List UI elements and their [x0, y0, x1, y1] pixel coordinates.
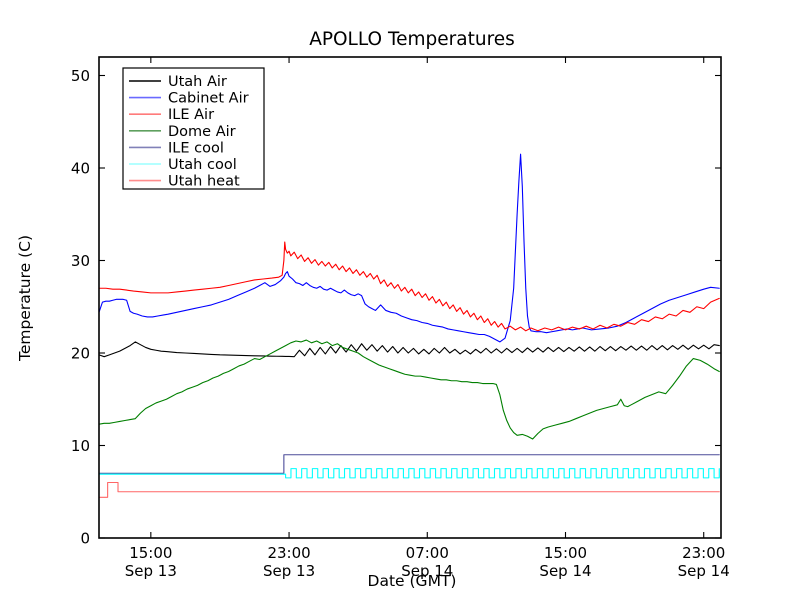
chart-title: APOLLO Temperatures: [309, 29, 515, 50]
x-tick-label-date: Sep 13: [263, 562, 315, 580]
series-line-utah-cool: [99, 468, 720, 479]
series-line-ile-air: [99, 241, 720, 332]
x-tick-label-time: 07:00: [406, 544, 449, 562]
legend-label-dome-air[interactable]: Dome Air: [168, 124, 236, 140]
series-line-utah-air: [99, 341, 720, 358]
legend-label-ile-cool[interactable]: ILE cool: [168, 140, 224, 156]
series-line-dome-air: [99, 339, 720, 440]
series-line-cabinet-air: [99, 153, 720, 343]
x-tick-label-time: 23:00: [682, 544, 725, 562]
series-line-ile-cool: [99, 454, 720, 474]
series-lines: [99, 153, 720, 498]
x-tick-label-date: Sep 14: [678, 562, 730, 580]
y-tick-label: 30: [71, 252, 90, 270]
y-axis-title: Temperature (C): [16, 235, 34, 362]
legend-label-cabinet-air[interactable]: Cabinet Air: [168, 91, 249, 107]
x-tick-label-time: 15:00: [544, 544, 587, 562]
y-tick-label: 20: [71, 345, 90, 363]
legend-label-utah-cool[interactable]: Utah cool: [168, 157, 237, 173]
plot-frame: [98, 56, 722, 539]
series-line-utah-heat: [99, 481, 720, 498]
y-axis-ticks: 0 10 20 30 40 50: [71, 67, 721, 548]
legend-label-utah-air[interactable]: Utah Air: [168, 74, 227, 90]
x-axis-title: Date (GMT): [368, 572, 457, 590]
x-tick-label-date: Sep 14: [539, 562, 591, 580]
x-tick-label-date: Sep 13: [125, 562, 177, 580]
legend-box: [122, 67, 265, 190]
legend-label-utah-heat[interactable]: Utah heat: [168, 174, 240, 190]
y-tick-label: 10: [71, 437, 90, 455]
y-tick-label: 0: [80, 530, 90, 548]
x-tick-label-time: 15:00: [129, 544, 172, 562]
y-tick-label: 50: [71, 67, 90, 85]
y-tick-label: 40: [71, 160, 90, 178]
x-tick-label-date: Sep 14: [401, 562, 453, 580]
x-tick-label-time: 23:00: [267, 544, 310, 562]
legend-label-ile-air[interactable]: ILE Air: [168, 107, 214, 123]
